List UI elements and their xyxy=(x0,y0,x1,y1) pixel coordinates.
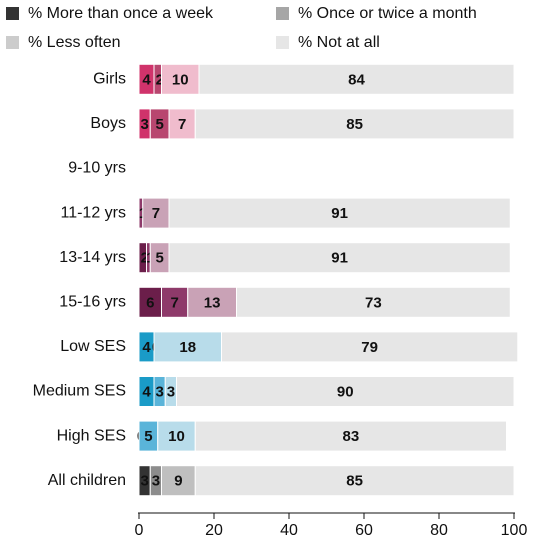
category-label: Boys xyxy=(90,115,126,132)
bar-segment xyxy=(176,376,515,407)
bar-segment xyxy=(236,286,511,318)
value-label: 90 xyxy=(337,383,354,400)
value-label: 7 xyxy=(170,294,178,311)
category-label: All children xyxy=(48,472,126,489)
value-label: 4 xyxy=(142,339,151,356)
bar-segment xyxy=(198,63,515,95)
value-label: 10 xyxy=(168,428,185,445)
legend-swatch xyxy=(6,36,19,49)
legend-label: % Once or twice a month xyxy=(298,5,477,22)
legend-swatch xyxy=(276,7,289,20)
category-label: Low SES xyxy=(60,338,126,355)
value-label: 10 xyxy=(172,71,189,88)
value-label: 3 xyxy=(155,383,163,400)
value-label: 3 xyxy=(152,473,160,490)
value-label: 5 xyxy=(144,428,152,445)
value-label: 3 xyxy=(167,383,175,400)
legend-label: % More than once a week xyxy=(28,5,214,22)
value-label: 79 xyxy=(361,339,378,356)
legend-label: % Less often xyxy=(28,34,121,51)
x-tick-label: 40 xyxy=(280,522,298,539)
x-tick-label: 60 xyxy=(355,522,373,539)
bar-segment xyxy=(142,197,170,229)
category-label: 11-12 yrs xyxy=(60,204,126,221)
value-label: 73 xyxy=(365,294,382,311)
x-tick-label: 0 xyxy=(135,522,144,539)
category-label: High SES xyxy=(57,427,126,444)
value-label: 5 xyxy=(155,250,163,267)
value-label: 83 xyxy=(343,428,360,445)
bar-segment xyxy=(221,331,519,363)
value-label: 5 xyxy=(155,116,163,133)
value-label: 2 xyxy=(156,71,164,88)
value-label: 3 xyxy=(140,473,148,490)
value-label: 3 xyxy=(140,116,148,133)
bar-segment xyxy=(187,286,237,318)
category-label: Girls xyxy=(93,71,126,88)
value-label: 7 xyxy=(152,205,160,222)
bar-segment xyxy=(194,420,507,452)
bar-segment xyxy=(161,63,200,95)
value-label: 13 xyxy=(204,294,221,311)
category-label: 9-10 yrs xyxy=(68,160,126,177)
value-label: 4 xyxy=(142,71,151,88)
x-tick-label: 20 xyxy=(205,522,223,539)
bar-segment xyxy=(153,331,222,363)
value-label: 9 xyxy=(174,473,182,490)
legend-swatch xyxy=(276,36,289,49)
legend-swatch xyxy=(6,7,19,20)
category-label: Medium SES xyxy=(33,383,126,400)
x-tick-label: 80 xyxy=(430,522,448,539)
category-label: 15-16 yrs xyxy=(59,294,126,311)
legend-label: % Not at all xyxy=(298,34,380,51)
value-label: 84 xyxy=(348,71,365,88)
value-label: 18 xyxy=(179,339,196,356)
value-label: 91 xyxy=(331,205,348,222)
bar-segment xyxy=(194,108,515,140)
value-label: 7 xyxy=(178,116,186,133)
value-label: 85 xyxy=(346,116,363,133)
value-label: 6 xyxy=(146,294,154,311)
value-label: 85 xyxy=(346,473,363,490)
value-label: 91 xyxy=(331,250,348,267)
bar-segment xyxy=(194,465,515,497)
category-label: 13-14 yrs xyxy=(59,249,126,266)
bar-segment xyxy=(161,286,189,318)
value-label: 4 xyxy=(142,383,151,400)
bar-segment xyxy=(168,242,511,274)
value-label: 2 xyxy=(141,250,149,267)
bar-segment xyxy=(168,197,511,229)
bar-segment xyxy=(157,420,196,452)
x-tick-label: 100 xyxy=(501,522,528,539)
